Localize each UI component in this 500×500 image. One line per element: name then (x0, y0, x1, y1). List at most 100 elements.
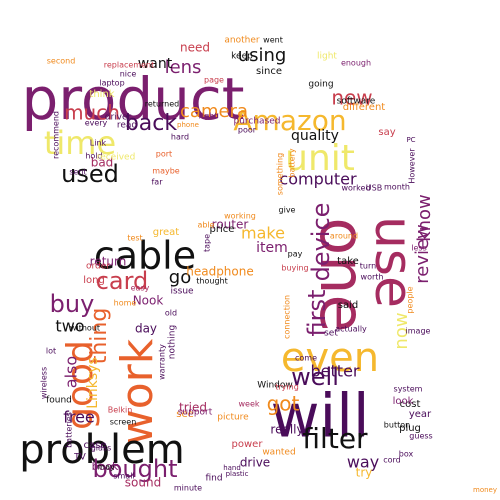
word-link: Link (90, 139, 107, 148)
word-light: light (317, 52, 337, 62)
word-say: say (378, 127, 395, 138)
word-headphone: headphone (186, 265, 254, 279)
word-different: different (343, 102, 386, 113)
word-nothing: nothing (168, 325, 178, 359)
word-come: come (295, 354, 317, 363)
word-camera: camera (180, 101, 248, 122)
word-try: try (356, 466, 373, 480)
word-return: return (90, 255, 127, 269)
word-better: better (311, 362, 360, 381)
word-well: well (291, 363, 339, 391)
word-tape: tape (203, 234, 212, 252)
word-week: week (238, 400, 259, 409)
word-month: month (384, 183, 410, 192)
word-drive: drive (240, 456, 270, 470)
word-time: time (44, 124, 116, 162)
word-will: will (270, 382, 369, 452)
word-plug: plug (399, 423, 421, 434)
word-phone: phone (177, 121, 199, 129)
word-easy: easy (131, 284, 150, 293)
word-way: way (347, 453, 379, 472)
word-support: support (178, 408, 213, 418)
word-system: system (394, 385, 423, 394)
word-amazon: Amazon (233, 104, 346, 137)
word-returned: returned (145, 100, 179, 109)
word-pc: PC (406, 136, 415, 144)
word-home: home (114, 299, 137, 308)
word-case: case (84, 440, 107, 451)
word-however: However (408, 148, 417, 184)
word-tv: TV (73, 453, 86, 463)
word-glass: glass (91, 444, 112, 453)
word-may: may (97, 463, 115, 472)
word-guess: guess (409, 432, 432, 441)
word-day: day (135, 322, 157, 336)
word-buying: buying (281, 264, 308, 273)
word-much: much (64, 101, 120, 125)
word-power: power (232, 439, 264, 450)
word-card: card (96, 267, 149, 295)
word-page: page (204, 76, 224, 85)
word-new: new (331, 86, 372, 110)
word-pay: pay (288, 250, 303, 259)
word-take: take (337, 256, 359, 267)
word-review: review (412, 224, 433, 284)
word-go: go (169, 267, 191, 288)
word-driver: driver (105, 113, 132, 123)
word-issue: issue (170, 287, 194, 297)
word-bad: bad (91, 156, 114, 170)
word-able: able (197, 221, 214, 230)
word-good: good (60, 340, 101, 430)
word-find: find (205, 474, 222, 484)
word-nook: Nook (133, 294, 164, 308)
word-really: really (270, 423, 303, 437)
word-working: working (224, 212, 256, 221)
word-around: around (330, 232, 358, 241)
word-sent: sent (69, 168, 86, 177)
word-lens: lens (165, 57, 202, 78)
word-thought: thought (196, 277, 227, 286)
word-without: without (70, 324, 100, 333)
word-first: first (303, 290, 331, 337)
word-order: order (86, 262, 110, 272)
word-less: less (411, 244, 426, 253)
word-product: product (21, 65, 244, 133)
word-work: work (112, 338, 163, 445)
word-long: long (83, 275, 105, 286)
word-belkin: Belkin (108, 406, 133, 415)
word-see: see (176, 409, 194, 420)
word-found: found (46, 396, 72, 406)
word-even: even (281, 335, 379, 381)
word-turn: turn (360, 262, 376, 271)
word-book: book (92, 460, 119, 473)
word-battery: battery (288, 148, 297, 177)
word-minute: minute (174, 484, 202, 493)
word-laptop: laptop (99, 79, 124, 88)
word-money: money (473, 486, 497, 494)
word-quality: quality (291, 128, 339, 144)
word-purchased: purchased (233, 117, 280, 127)
word-bought: bought (93, 455, 178, 483)
word-price: price (210, 224, 235, 235)
word-worked: worked (341, 184, 370, 193)
word-now: now (391, 312, 412, 349)
word-received: received (97, 153, 136, 163)
word-use: use (363, 216, 423, 308)
word-image: image (406, 327, 431, 336)
word-router: router (212, 218, 249, 232)
word-year: year (409, 409, 432, 420)
word-batteries: batteries (65, 412, 74, 448)
word-linksys: Linksys (85, 357, 101, 409)
word-every: every (85, 119, 108, 128)
word-cord: cord (383, 456, 401, 465)
word-using: using (238, 45, 287, 66)
word-recommend: recommend (52, 111, 61, 159)
word-problem: problem (19, 427, 185, 473)
word-actually: actually (335, 325, 367, 334)
word-another: another (224, 36, 259, 46)
word-usb: USB (366, 184, 382, 193)
word-thing: thing (87, 308, 112, 365)
word-look: look (393, 396, 414, 407)
word-window: Window (257, 381, 293, 391)
